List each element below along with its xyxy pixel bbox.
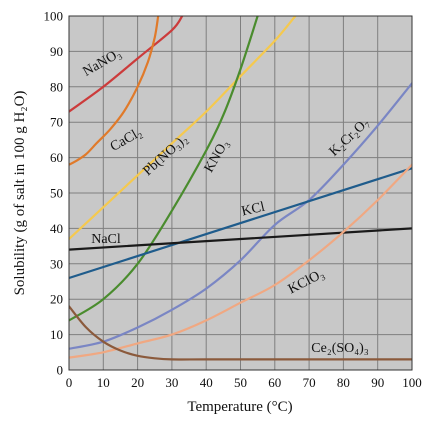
x-tick-label: 20 xyxy=(131,375,144,390)
x-tick-label: 70 xyxy=(303,375,316,390)
y-tick-label: 100 xyxy=(44,9,64,24)
y-tick-label: 70 xyxy=(50,115,63,130)
curve-kclo3 xyxy=(69,163,412,359)
y-tick-label: 10 xyxy=(50,327,63,342)
y-tick-label: 50 xyxy=(50,186,63,201)
y-tick-label: 0 xyxy=(57,363,64,378)
plot-frame xyxy=(68,15,413,371)
y-tick-label: 20 xyxy=(50,292,63,307)
curve-kcl xyxy=(69,167,412,280)
curve-nano3 xyxy=(69,16,184,113)
curve-k2cr2o7 xyxy=(69,82,412,350)
y-tick-label: 60 xyxy=(50,150,63,165)
curve-pb-no3-2 xyxy=(69,16,297,241)
curve-ce2-so4-3 xyxy=(69,305,412,361)
tick-labels: 0 10 20 30 40 50 60 70 80 90 100 0 10 20 30 40 50 60 70 80 9… xyxy=(44,9,422,391)
curve-cacl2 xyxy=(69,16,160,166)
curve-nacl xyxy=(69,227,412,251)
x-tick-label: 90 xyxy=(371,375,384,390)
x-tick-label: 0 xyxy=(66,375,73,390)
curve-label-nacl: NaCl xyxy=(91,232,121,247)
y-tick-label: 30 xyxy=(50,256,63,271)
x-tick-label: 10 xyxy=(97,375,110,390)
curve-kno3 xyxy=(69,16,259,322)
curve-label-kcl: KCl xyxy=(240,200,266,220)
curve-layer xyxy=(69,16,412,361)
y-tick-label: 90 xyxy=(50,44,63,59)
y-tick-label: 40 xyxy=(50,221,63,236)
x-tick-label: 80 xyxy=(337,375,350,390)
x-tick-label: 50 xyxy=(234,375,247,390)
y-axis-label: Solubility (g of salt in 100 g H₂O) xyxy=(12,91,28,296)
y-tick-label: 80 xyxy=(50,79,63,94)
x-tick-label: 30 xyxy=(165,375,178,390)
curve-label-ce2-so4-3: Ce₂(SO₄)₃ xyxy=(311,341,369,356)
x-axis-label: Temperature (°C) xyxy=(187,399,292,415)
grid-lines xyxy=(69,16,412,370)
x-tick-label: 60 xyxy=(268,375,281,390)
x-tick-label: 40 xyxy=(200,375,213,390)
x-tick-label: 100 xyxy=(402,375,422,390)
